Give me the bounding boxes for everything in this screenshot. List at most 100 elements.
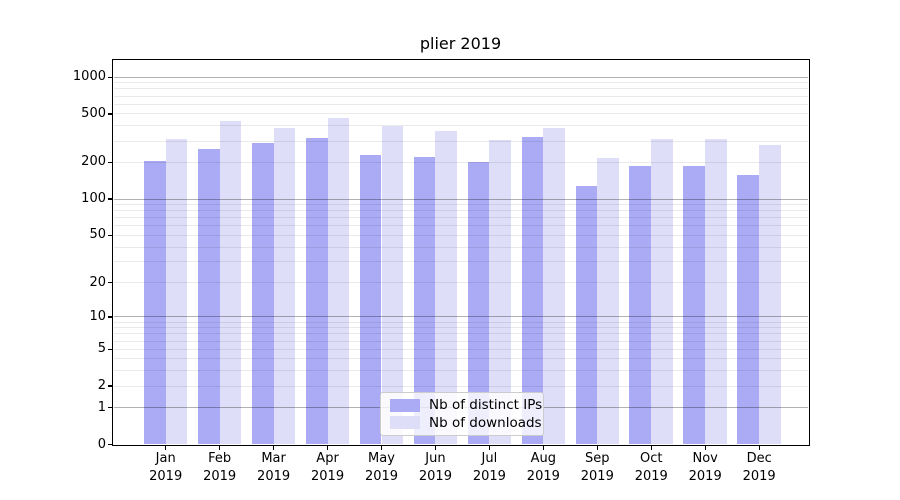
y-tick-mark [108, 234, 112, 236]
x-tick-label: May 2019 [350, 450, 414, 485]
y-tick-label: 500 [81, 105, 106, 121]
x-tick-label: Feb 2019 [188, 450, 252, 485]
x-tick-month: Apr [316, 451, 339, 466]
y-tick-label: 1000 [72, 69, 106, 85]
bar-downloads [381, 126, 404, 445]
bar-downloads [543, 127, 566, 445]
x-tick-mark [596, 446, 598, 450]
gridline-minor [113, 204, 808, 206]
x-tick-year: 2019 [149, 468, 183, 484]
x-tick-year: 2019 [634, 468, 668, 484]
y-tick-mark [108, 407, 112, 409]
bar-distinct-ips [413, 157, 436, 445]
y-tick-mark [108, 113, 112, 115]
y-tick-label: 10 [89, 308, 106, 324]
bar-downloads [759, 144, 781, 445]
gridline-minor [113, 125, 808, 127]
x-tick-mark [219, 446, 221, 450]
legend-item: Nb of downloads [390, 415, 542, 431]
y-tick-mark [108, 198, 112, 200]
bar-downloads [435, 131, 458, 445]
gridline-major [113, 76, 808, 78]
x-tick-label: Jan 2019 [134, 450, 198, 485]
bar-downloads [705, 138, 727, 445]
legend-item-label: Nb of distinct IPs [429, 397, 543, 414]
gridline-minor [113, 234, 808, 236]
legend-item-label: Nb of downloads [429, 414, 542, 431]
gridline-minor [113, 161, 808, 163]
x-tick-month: Nov [692, 451, 718, 466]
legend-item: Nb of distinct IPs [390, 397, 542, 413]
bar-downloads [489, 139, 512, 445]
x-tick-month: Jul [481, 451, 498, 466]
x-tick-month: Mar [261, 451, 286, 466]
y-tick-mark [108, 76, 112, 78]
x-tick-month: Sep [585, 451, 610, 466]
gridline-minor [113, 385, 808, 387]
x-tick-label: Jul 2019 [457, 450, 521, 485]
x-tick-month: Oct [640, 451, 663, 466]
y-tick-mark [108, 443, 112, 446]
gridline-minor [113, 246, 808, 248]
gridline-minor [113, 113, 808, 115]
gridline-minor [113, 348, 808, 350]
x-tick-mark [488, 446, 490, 450]
x-tick-label: Mar 2019 [242, 450, 306, 485]
gridline-minor [113, 327, 808, 329]
x-tick-year: 2019 [257, 468, 291, 484]
y-tick-label: 1 [97, 399, 106, 415]
x-tick-mark [165, 446, 167, 450]
bar-distinct-ips [305, 137, 328, 445]
x-tick-year: 2019 [472, 468, 506, 484]
y-tick-label: 20 [89, 274, 106, 290]
x-tick-label: Nov 2019 [673, 450, 737, 485]
x-tick-label: Oct 2019 [619, 450, 683, 485]
x-tick-year: 2019 [418, 468, 452, 484]
y-tick-mark [108, 316, 112, 318]
x-tick-month: Feb [208, 451, 232, 466]
y-tick-label: 2 [97, 378, 106, 394]
bar-downloads [327, 117, 350, 445]
gridline-minor [113, 140, 808, 142]
y-tick-mark [108, 348, 112, 350]
x-tick-month: May [368, 451, 395, 466]
x-tick-year: 2019 [580, 468, 614, 484]
bar-distinct-ips [143, 160, 166, 445]
x-tick-month: Aug [530, 451, 557, 466]
y-tick-mark [108, 161, 112, 164]
y-tick-mark [108, 385, 112, 387]
gridline-minor [113, 333, 808, 335]
x-tick-mark [273, 446, 275, 450]
y-tick-label: 200 [81, 154, 106, 170]
gridline-minor [113, 210, 808, 212]
y-tick-label: 0 [97, 436, 106, 452]
legend-swatch [390, 416, 420, 430]
gridline-minor [113, 88, 808, 90]
x-tick-mark [326, 446, 329, 450]
legend-swatch [390, 398, 420, 412]
x-tick-mark [758, 446, 760, 450]
x-tick-year: 2019 [688, 468, 722, 484]
x-tick-mark [650, 446, 652, 450]
bar-distinct-ips [575, 186, 598, 445]
gridline-minor [113, 370, 808, 372]
x-tick-label: Aug 2019 [511, 450, 575, 485]
x-tick-month: Jun [425, 451, 446, 466]
gridline-minor [113, 225, 808, 227]
bar-distinct-ips [521, 137, 544, 445]
gridline-minor [113, 358, 808, 360]
bar-downloads [651, 138, 674, 445]
bar-distinct-ips [359, 155, 382, 445]
bar-downloads [597, 157, 620, 445]
gridline-minor [113, 340, 808, 342]
x-tick-year: 2019 [203, 468, 237, 484]
x-tick-month: Dec [746, 451, 772, 466]
bar-distinct-ips [467, 161, 490, 445]
bar-distinct-ips [197, 148, 220, 445]
gridline-minor [113, 95, 808, 97]
x-tick-mark [434, 446, 437, 450]
x-tick-label: Sep 2019 [565, 450, 629, 485]
bar-downloads [165, 139, 188, 445]
x-tick-mark [380, 446, 383, 450]
